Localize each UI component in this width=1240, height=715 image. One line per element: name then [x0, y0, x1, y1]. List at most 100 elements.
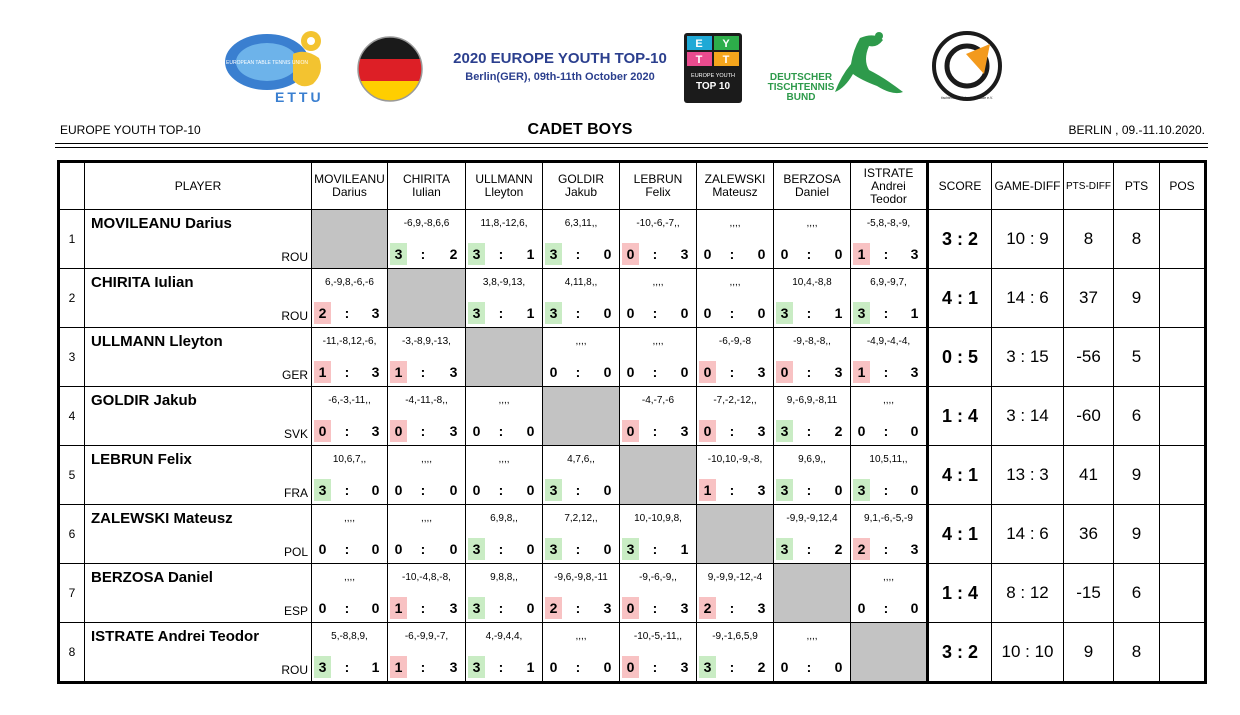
player-games-won: 0 — [857, 423, 866, 439]
pts-cell: 5 — [1113, 327, 1160, 387]
eyt-letter-4: T — [723, 54, 730, 66]
player-games-won: 3 — [545, 302, 562, 324]
player-country: ROU — [281, 663, 308, 677]
result-separator: : — [498, 600, 504, 616]
opponent-games-won: 3 — [757, 423, 766, 439]
pos-cell — [1159, 209, 1206, 269]
table-row: 1 MOVILEANU Darius ROU -6,9,-8,6,6 3: 2 11,8,-… — [58, 209, 1206, 269]
match-result: 1: 3 — [699, 479, 770, 501]
player-games-won: 3 — [545, 538, 562, 560]
player-games-won: 2 — [545, 597, 562, 619]
pts-cell: 9 — [1113, 268, 1160, 328]
opponent-games-won: 1 — [910, 305, 919, 321]
header-opponent-4: GOLDIR Jakub — [542, 161, 620, 210]
opponent-games-won: 1 — [526, 305, 535, 321]
player-country: FRA — [284, 486, 308, 500]
table-row: 3 ULLMANN Lleyton GER -11,-8,12,-6, 1:3 -3,-8… — [58, 327, 1206, 387]
opponent-games-won: 3 — [757, 482, 766, 498]
result-separator: : — [344, 482, 350, 498]
match-result: 0: 0 — [545, 361, 616, 383]
match-cell: 10,-10,9,8, 3: 1 — [619, 504, 697, 564]
opponent-games-won: 3 — [910, 246, 919, 262]
header-game-diff: GAME-DIFF — [991, 161, 1064, 210]
game-scores: ,,,, — [729, 277, 741, 288]
result-separator: : — [806, 423, 812, 439]
opponent-games-won: 0 — [603, 659, 612, 675]
game-scores: -7,-2,-12,, — [713, 395, 757, 406]
table-row: 7 BERZOSA Daniel ESP,,,, 0:0 -10,-4,8,-8, 1:3… — [58, 563, 1206, 623]
game-scores: 10,4,-8,8 — [792, 277, 832, 288]
result-separator: : — [883, 600, 889, 616]
competition-label: EUROPE YOUTH TOP-10 — [60, 123, 201, 137]
eyt-letter-3: T — [696, 54, 703, 66]
result-separator: : — [806, 482, 812, 498]
event-subtitle: Berlin(GER), 09th-11th October 2020 — [465, 71, 655, 83]
category-title: CADET BOYS — [527, 121, 633, 138]
match-cell: 6,-9,8,-6,-6 2: 3 — [311, 268, 388, 328]
pts-cell: 9 — [1113, 504, 1160, 564]
match-cell: ,,,, 0: 0 — [311, 563, 388, 623]
player-games-won: 0 — [318, 600, 327, 616]
opponent-games-won: 3 — [371, 364, 380, 380]
player-games-won: 3 — [468, 243, 485, 265]
result-separator: : — [498, 305, 504, 321]
match-result: 3: 0 — [545, 243, 616, 265]
game-diff-cell: 14 : 6 — [991, 268, 1064, 328]
row-number: 2 — [58, 268, 85, 328]
match-cell: -4,9,-4,-4, 1: 3 — [850, 327, 928, 387]
match-result: 3: 1 — [776, 302, 847, 324]
score-cell: 3 : 2 — [926, 209, 992, 269]
opponent-games-won: 0 — [603, 541, 612, 557]
match-result: 0: 3 — [622, 243, 693, 265]
match-cell: -4,-7,-6 0: 3 — [619, 386, 697, 446]
match-cell: 4,7,6,, 3: 0 — [542, 445, 620, 505]
match-cell: ,,,, 0: 0 — [850, 386, 928, 446]
game-scores: 9,-6,9,-8,11 — [786, 395, 838, 406]
player-games-won: 1 — [853, 243, 870, 265]
result-separator: : — [420, 482, 426, 498]
result-separator: : — [806, 364, 812, 380]
opponent-games-won: 0 — [526, 541, 535, 557]
event-title-block: 2020 EUROPE YOUTH TOP-10 Berlin(GER), 09… — [432, 50, 688, 83]
match-cell: ,,,, 0: 0 — [387, 504, 466, 564]
pos-cell — [1159, 386, 1206, 446]
match-cell: -7,-2,-12,, 0: 3 — [696, 386, 774, 446]
ettu-ring-text: EUROPEAN TABLE TENNIS UNION — [226, 60, 308, 66]
player-games-won: 3 — [776, 538, 793, 560]
result-separator: : — [652, 305, 658, 321]
player-cell: BERZOSA Daniel ESP — [84, 563, 312, 623]
result-separator: : — [575, 482, 581, 498]
game-scores: 4,-9,4,4, — [485, 631, 523, 642]
game-scores: 4,11,8,, — [564, 277, 598, 288]
match-cell: -6,-9,-8 0: 3 — [696, 327, 774, 387]
row-number: 3 — [58, 327, 85, 387]
match-cell: -9,6,-9,8,-11 2: 3 — [542, 563, 620, 623]
opponent-games-won: 3 — [371, 305, 380, 321]
match-result: 0: 0 — [390, 538, 462, 560]
result-separator: : — [729, 364, 735, 380]
opponent-games-won: 0 — [910, 423, 919, 439]
player-games-won: 1 — [390, 361, 407, 383]
pts-cell: 6 — [1113, 563, 1160, 623]
game-scores: -9,-6,-9,, — [639, 572, 677, 583]
match-result: 1: 3 — [314, 361, 384, 383]
match-result: 0: 3 — [699, 420, 770, 442]
opponent-games-won: 3 — [680, 600, 689, 616]
match-cell: 6,3,11,, 3: 0 — [542, 209, 620, 269]
self-match-cell — [311, 209, 388, 269]
match-result: 3: 1 — [853, 302, 923, 324]
match-result: 0: 0 — [545, 656, 616, 678]
player-games-won: 0 — [549, 364, 558, 380]
result-separator: : — [498, 541, 504, 557]
match-result: 3: 1 — [468, 302, 539, 324]
venue-date-label: BERLIN , 09.-11.10.2020. — [1068, 123, 1205, 137]
match-result: 0: 0 — [776, 656, 847, 678]
player-name: MOVILEANU Darius — [91, 215, 232, 232]
player-country: ROU — [281, 309, 308, 323]
match-cell: 6,9,8,, 3: 0 — [465, 504, 543, 564]
match-cell: ,,,, 0: 0 — [619, 268, 697, 328]
table-row: 4 GOLDIR Jakub SVK -6,-3,-11,, 0:3 -4,-11,-8,… — [58, 386, 1206, 446]
game-scores: -4,-11,-8,, — [405, 395, 448, 406]
game-scores: 3,8,-9,13, — [482, 277, 526, 288]
result-separator: : — [883, 305, 889, 321]
